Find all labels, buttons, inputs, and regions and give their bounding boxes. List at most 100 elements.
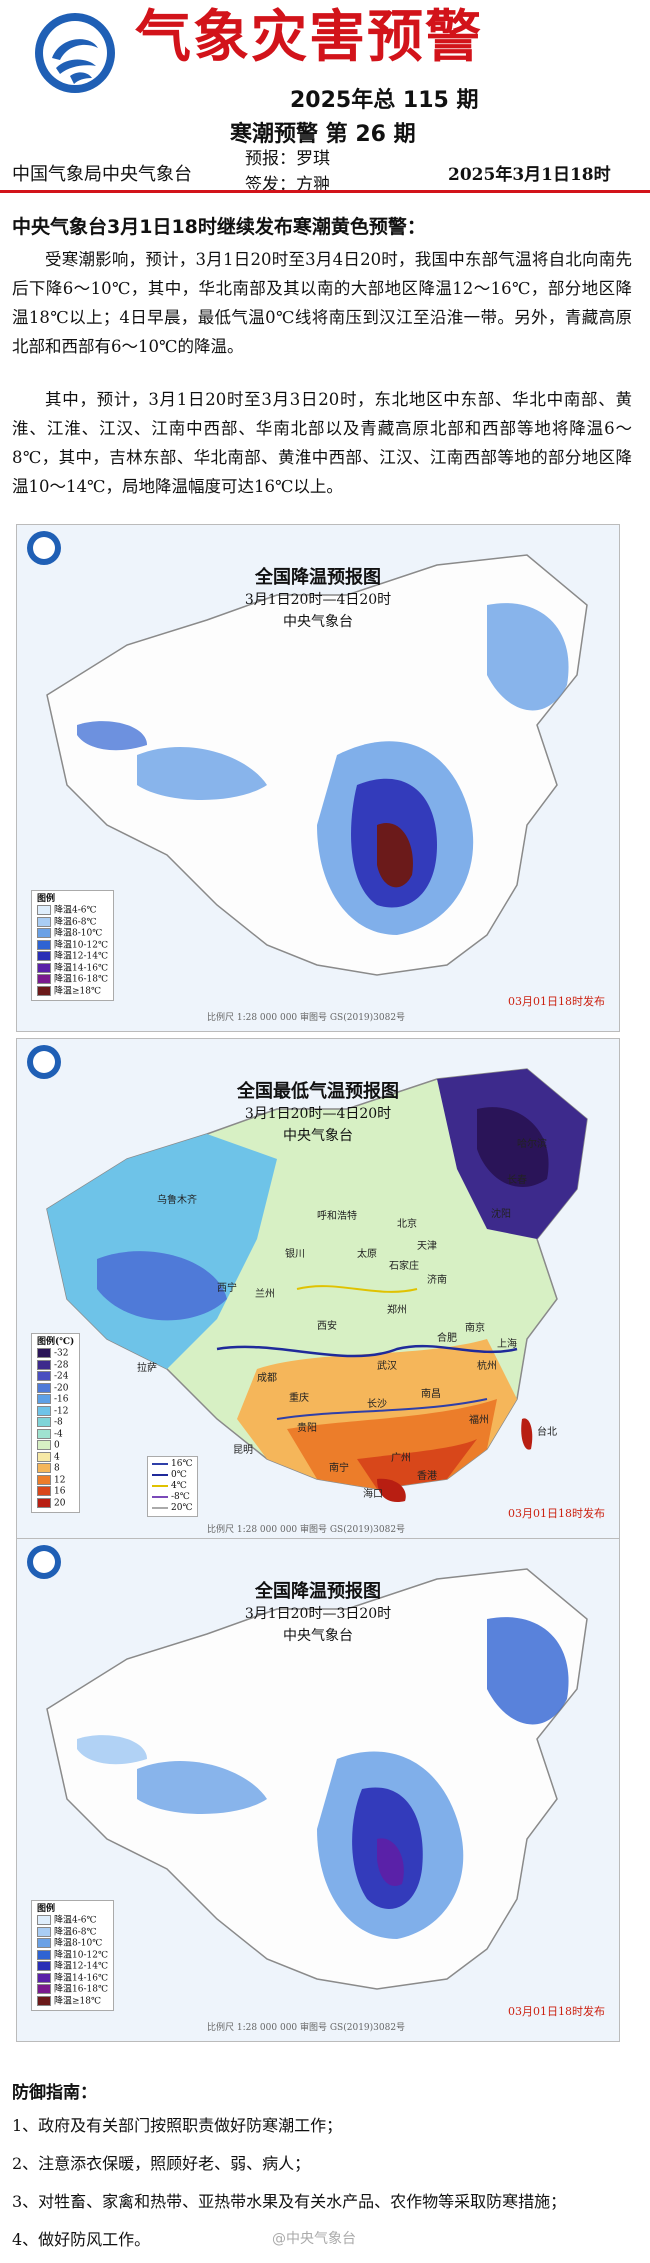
- legend-item: 降温6-8℃: [37, 916, 108, 929]
- map-3-title: 全国降温预报图: [255, 1581, 381, 1602]
- city-label: 西宁: [217, 1283, 237, 1294]
- legend-item: 降温12-14℃: [37, 1961, 108, 1973]
- city-label: 西安: [317, 1321, 337, 1332]
- legend-item: 20: [37, 1497, 74, 1510]
- warning-headline: 中央气象台3月1日18时继续发布寒潮黄色预警：: [12, 216, 426, 238]
- contour-item: 20℃: [152, 1503, 193, 1514]
- contour-item: 0℃: [152, 1470, 193, 1481]
- map-2-stamp: 03月01日18时发布: [508, 1507, 605, 1520]
- legend-item: 降温4-6℃: [37, 905, 108, 917]
- cooling-forecast-map-1: 全国降温预报图 3月1日20时—4日20时 中央气象台 图例 降温4-6℃ 降温…: [16, 524, 620, 1032]
- legend-item: 降温8-10℃: [37, 1938, 108, 1950]
- map-1-org: 中央气象台: [283, 614, 353, 630]
- city-label: 海口: [363, 1489, 383, 1500]
- legend-item: -28: [37, 1359, 74, 1372]
- map-3-scale: 比例尺 1:28 000 000 审图号 GS(2019)3082号: [207, 2023, 406, 2033]
- map-2-legend: 图例(℃) -32 -28 -24 -20 -16 -12 -8 -4 0 4 …: [31, 1333, 81, 1513]
- legend-item: 8: [37, 1463, 74, 1475]
- city-label: 长春: [507, 1175, 527, 1186]
- issuer: 中国气象局中央气象台: [12, 164, 192, 185]
- map-2-contour-legend: 16℃ 0℃ 4℃ -8℃ 20℃: [147, 1456, 198, 1517]
- city-label: 贵阳: [297, 1423, 317, 1434]
- cma-logo-icon: [35, 13, 115, 93]
- city-label: 石家庄: [389, 1261, 419, 1272]
- city-label: 郑州: [387, 1305, 407, 1316]
- legend-item: 降温4-6℃: [37, 1915, 108, 1927]
- map-3-stamp: 03月01日18时发布: [508, 2005, 605, 2018]
- legend-item: 降温10-12℃: [37, 939, 108, 952]
- city-label: 上海: [497, 1339, 517, 1350]
- city-label: 香港: [417, 1471, 437, 1482]
- legend-item: -12: [37, 1405, 74, 1418]
- city-label: 沈阳: [491, 1209, 511, 1220]
- legend-item: 降温14-16℃: [37, 962, 108, 975]
- city-label: 南京: [465, 1323, 485, 1334]
- city-label: 乌鲁木齐: [157, 1195, 197, 1206]
- map-1-title: 全国降温预报图: [255, 567, 381, 588]
- legend-item: 降温16-18℃: [37, 1984, 108, 1996]
- legend-title: 图例: [37, 1904, 56, 1914]
- city-label: 呼和浩特: [317, 1211, 357, 1222]
- defense-guide-item: 2、注意添衣保暖，照顾好老、弱、病人；: [12, 2154, 311, 2173]
- city-label: 兰州: [255, 1289, 275, 1300]
- city-label: 武汉: [377, 1361, 397, 1372]
- legend-item: -20: [37, 1382, 74, 1395]
- legend-title: 图例(℃): [37, 1337, 75, 1347]
- issue-time: 2025年3月1日18时: [448, 165, 611, 185]
- city-label: 南昌: [421, 1389, 441, 1400]
- defense-guide-item: 3、对牲畜、家禽和热带、亚热带水果及有关水产品、农作物等采取防寒措施；: [12, 2192, 567, 2211]
- map-3-graphic: [27, 1545, 588, 1990]
- header-divider: [0, 190, 650, 193]
- legend-item: -32: [37, 1348, 74, 1360]
- legend-item: 降温14-16℃: [37, 1972, 108, 1985]
- legend-item: -24: [37, 1371, 74, 1383]
- legend-item: 降温8-10℃: [37, 928, 108, 940]
- city-label: 南宁: [329, 1463, 349, 1474]
- legend-item: 降温≥18℃: [37, 1995, 108, 2008]
- city-label: 成都: [257, 1373, 277, 1384]
- legend-item: 降温10-12℃: [37, 1949, 108, 1962]
- city-label: 台北: [537, 1427, 557, 1438]
- map-2-subtitle: 3月1日20时—4日20时: [244, 1106, 392, 1122]
- paragraph-1: 受寒潮影响，预计，3月1日20时至3月4日20时，我国中东部气温将自北向南先后下…: [12, 250, 632, 356]
- legend-item: 降温6-8℃: [37, 1926, 108, 1939]
- legend-item: 4: [37, 1451, 74, 1464]
- contour-item: 4℃: [152, 1481, 193, 1492]
- city-label: 天津: [417, 1241, 437, 1252]
- city-label: 银川: [285, 1249, 305, 1260]
- legend-item: 0: [37, 1440, 74, 1452]
- map-3-org: 中央气象台: [283, 1628, 353, 1644]
- contour-item: -8℃: [152, 1492, 193, 1503]
- legend-item: -4: [37, 1428, 74, 1441]
- map-2-graphic: [27, 1045, 588, 1503]
- city-label: 广州: [391, 1453, 411, 1464]
- city-label: 哈尔滨: [517, 1139, 547, 1150]
- paragraph-2: 其中，预计，3月1日20时至3月3日20时，东北地区中东部、华北中南部、黄淮、江…: [12, 390, 632, 496]
- city-label: 合肥: [437, 1333, 457, 1344]
- cooling-forecast-map-2: 全国降温预报图 3月1日20时—3日20时 中央气象台 图例 降温4-6℃ 降温…: [16, 1538, 620, 2042]
- warning-number: 寒潮预警 第 26 期: [230, 122, 416, 147]
- defense-guide-title: 防御指南：: [12, 2083, 97, 2103]
- legend-item: 降温16-18℃: [37, 974, 108, 986]
- map-2-org: 中央气象台: [283, 1128, 353, 1144]
- contour-item: 16℃: [152, 1459, 193, 1470]
- bulletin-header: 气象灾害预警 2025年总 115 期 寒潮预警 第 26 期 中国气象局中央气…: [0, 0, 650, 196]
- map-1-stamp: 03月01日18时发布: [508, 995, 605, 1008]
- legend-item: -16: [37, 1394, 74, 1406]
- city-label: 长沙: [367, 1399, 387, 1410]
- city-label: 重庆: [289, 1393, 309, 1404]
- city-label: 济南: [427, 1275, 447, 1286]
- city-label: 福州: [469, 1415, 489, 1426]
- legend-item: 12: [37, 1474, 74, 1487]
- legend-item: 16: [37, 1486, 74, 1498]
- forecaster-label: 预报：: [245, 149, 296, 169]
- city-label: 太原: [357, 1249, 377, 1260]
- city-label: 杭州: [477, 1361, 497, 1372]
- city-label: 昆明: [233, 1445, 253, 1456]
- legend-title: 图例: [37, 894, 56, 904]
- map-1-subtitle: 3月1日20时—4日20时: [244, 592, 392, 608]
- defense-guide-item: 4、做好防风工作。: [12, 2230, 151, 2249]
- min-temperature-map: 全国最低气温预报图 3月1日20时—4日20时 中央气象台 乌鲁木齐 呼和浩特 …: [16, 1038, 620, 1544]
- defense-guide-item: 1、政府及有关部门按照职责做好防寒潮工作；: [12, 2116, 343, 2135]
- bulletin-title: 气象灾害预警: [135, 5, 483, 70]
